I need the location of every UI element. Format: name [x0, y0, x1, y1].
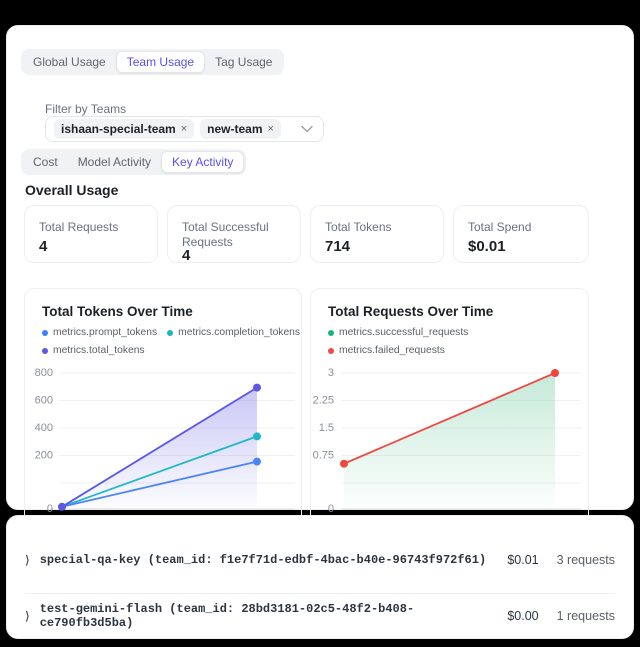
svg-text:200: 200 — [35, 450, 53, 462]
svg-text:3: 3 — [328, 367, 334, 379]
svg-text:0.75: 0.75 — [313, 450, 334, 462]
svg-text:600: 600 — [35, 395, 53, 407]
svg-text:400: 400 — [35, 422, 53, 434]
svg-text:0: 0 — [328, 503, 334, 515]
svg-text:1.5: 1.5 — [319, 422, 334, 434]
svg-text:800: 800 — [35, 367, 53, 379]
svg-text:0: 0 — [47, 503, 53, 515]
svg-text:2.25: 2.25 — [313, 395, 334, 407]
